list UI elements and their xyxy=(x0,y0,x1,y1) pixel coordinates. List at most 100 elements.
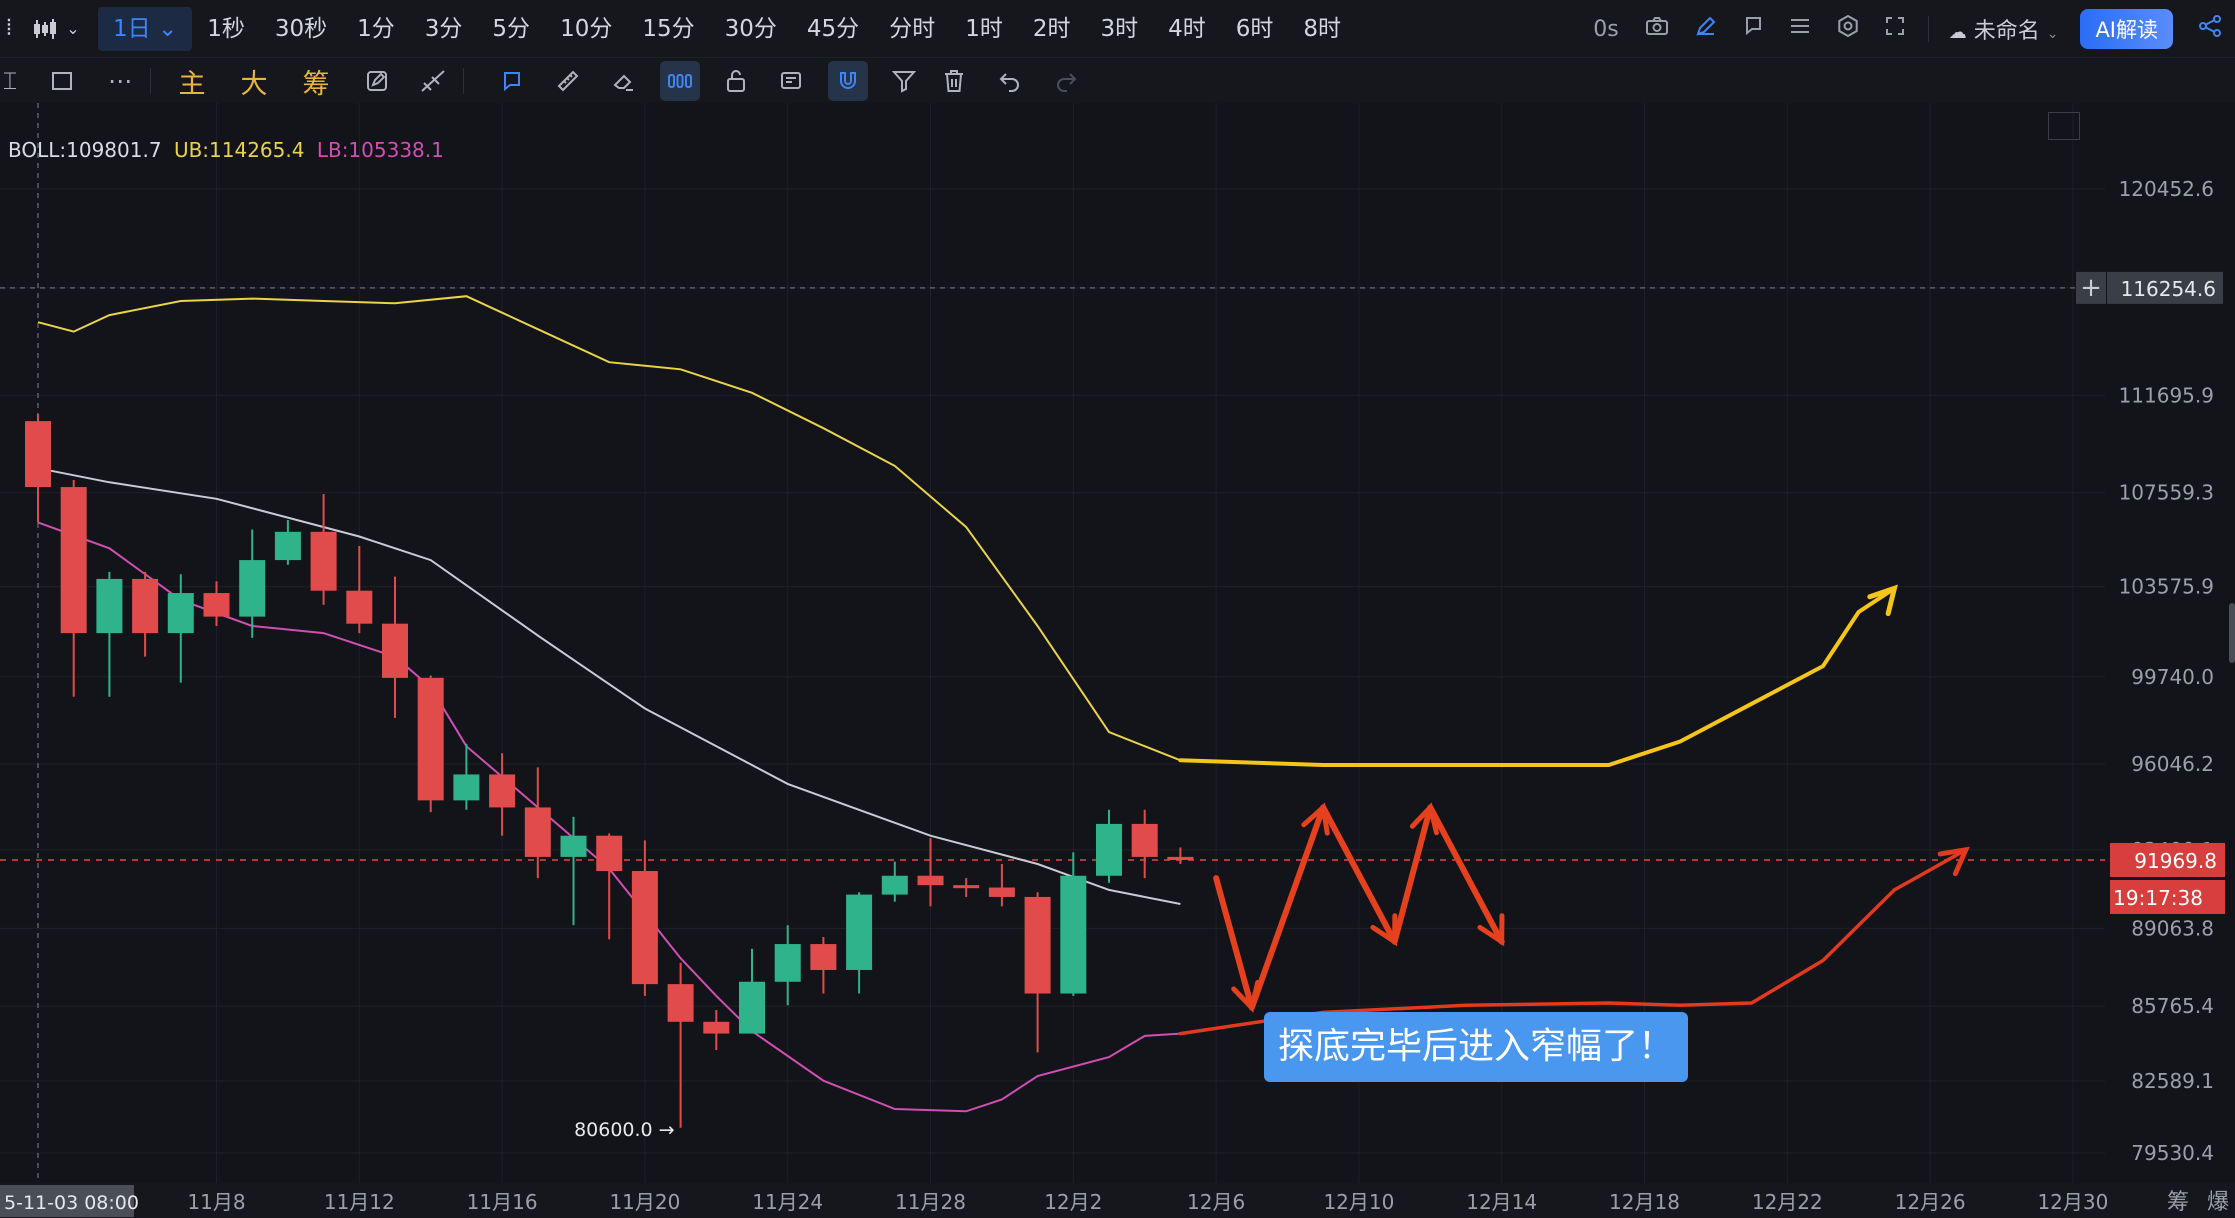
gear-icon[interactable] xyxy=(1837,14,1859,43)
price-tick-label: 96046.2 xyxy=(2131,752,2214,776)
time-tick-label: 12月18 xyxy=(1609,1190,1680,1214)
ruler-icon[interactable] xyxy=(548,61,588,101)
candle-body[interactable] xyxy=(132,578,159,634)
undo-icon[interactable] xyxy=(990,61,1030,101)
candle-body[interactable] xyxy=(60,487,87,634)
candle-body[interactable] xyxy=(453,774,480,801)
price-tick-label: 111695.9 xyxy=(2119,383,2214,407)
candle-body[interactable] xyxy=(846,894,873,970)
template-icon[interactable] xyxy=(772,61,812,101)
countdown-label[interactable]: 0s xyxy=(1593,16,1619,42)
trash-icon[interactable] xyxy=(934,61,974,101)
more-icon[interactable]: ⋯ xyxy=(108,67,132,95)
drawing-toolbar: ⌶ ⋯ 主 大 筹 xyxy=(0,59,2235,103)
time-tick-label: 12月30 xyxy=(2037,1190,2108,1214)
magnet-icon[interactable] xyxy=(828,61,868,101)
price-tick-label: 82589.1 xyxy=(2131,1069,2214,1093)
candle-body[interactable] xyxy=(1096,823,1122,876)
chevron-down-icon[interactable]: ⌄ xyxy=(66,19,80,38)
candle-body[interactable] xyxy=(881,875,908,895)
interval-11[interactable]: 1时 xyxy=(965,15,1003,42)
fullscreen-icon[interactable] xyxy=(1885,16,1905,42)
share-icon[interactable] xyxy=(2198,14,2222,44)
candle-body[interactable] xyxy=(417,677,444,801)
filter-icon[interactable] xyxy=(884,61,924,101)
candle-body[interactable] xyxy=(1167,856,1194,860)
boll-lower-line xyxy=(37,521,1181,1113)
redo-icon[interactable] xyxy=(1046,61,1086,101)
candle-body[interactable] xyxy=(774,944,801,982)
candle-body[interactable] xyxy=(167,593,194,634)
interval-14[interactable]: 4时 xyxy=(1168,15,1206,42)
zigzag-arrowhead xyxy=(1477,913,1505,947)
scrollbar-thumb[interactable] xyxy=(2229,603,2235,663)
interval-12[interactable]: 2时 xyxy=(1032,15,1071,42)
candle-body[interactable] xyxy=(703,1021,730,1034)
candle-body[interactable] xyxy=(631,871,658,985)
candle-body[interactable] xyxy=(1024,896,1051,994)
candle-body[interactable] xyxy=(239,560,266,617)
candle-body[interactable] xyxy=(96,578,123,634)
interval-5[interactable]: 5分 xyxy=(492,15,531,42)
price-chart[interactable]: 80600.0 → 120452.6 116254.6 111695.9 107559.… xyxy=(0,103,2235,1218)
layout-name-dropdown[interactable]: ☁ 未命名 ⌄ xyxy=(1949,13,2059,45)
interval-13[interactable]: 3时 xyxy=(1100,15,1139,42)
interval-16[interactable]: 8时 xyxy=(1303,15,1342,42)
interval-2[interactable]: 30秒 xyxy=(274,15,328,42)
indicator-chip-button[interactable]: 筹 xyxy=(302,68,330,100)
chip-dist-icon: 筹 xyxy=(2167,1190,2189,1215)
candle-body[interactable] xyxy=(489,774,516,808)
candle-body[interactable] xyxy=(203,593,230,617)
crosshair-time-box xyxy=(0,1185,134,1217)
zigzag-arrowhead xyxy=(1301,802,1330,836)
boll-upper-line xyxy=(37,295,1181,762)
eraser-icon[interactable] xyxy=(604,61,644,101)
interval-6[interactable]: 10分 xyxy=(560,15,613,42)
interval-9[interactable]: 45分 xyxy=(806,15,860,42)
chart-corner-toggle[interactable] xyxy=(2048,112,2080,140)
interval-4[interactable]: 3分 xyxy=(424,15,463,42)
candle-body[interactable] xyxy=(1060,875,1087,994)
indicator-big-button[interactable]: 大 xyxy=(240,68,268,100)
camera-icon[interactable] xyxy=(1645,16,1669,42)
ai-analysis-button[interactable]: AI解读 xyxy=(2080,9,2173,49)
candle-body[interactable] xyxy=(667,984,694,1022)
pattern-icon[interactable] xyxy=(660,61,700,101)
candle-body[interactable] xyxy=(1131,823,1158,857)
plus-icon: + xyxy=(2080,273,2102,303)
candle-body[interactable] xyxy=(382,623,408,678)
time-tick-label: 11月20 xyxy=(609,1190,680,1214)
collapse-icon[interactable]: ⦙ xyxy=(6,16,12,41)
comment-icon[interactable] xyxy=(1743,15,1763,43)
candle-style-icon[interactable] xyxy=(28,18,62,40)
candle-body[interactable] xyxy=(953,885,980,889)
candle-body[interactable] xyxy=(524,807,551,857)
indicator-main-button[interactable]: 主 xyxy=(178,68,206,100)
candle-body[interactable] xyxy=(596,835,623,872)
text-tool-icon[interactable]: ⌶ xyxy=(2,67,18,95)
interval-1[interactable]: 1秒 xyxy=(207,15,245,42)
candle-body[interactable] xyxy=(917,875,944,886)
candle-body[interactable] xyxy=(560,835,587,857)
candle-body[interactable] xyxy=(988,887,1015,897)
interval-3[interactable]: 1分 xyxy=(357,15,395,42)
candle-body[interactable] xyxy=(346,590,373,624)
interval-0[interactable]: 1日 ⌄ xyxy=(98,6,193,51)
rectangle-icon[interactable] xyxy=(42,61,82,101)
candle-body[interactable] xyxy=(310,531,337,591)
lock-icon[interactable] xyxy=(716,61,756,101)
candle-body[interactable] xyxy=(274,531,301,561)
interval-15[interactable]: 6时 xyxy=(1235,15,1274,42)
marker-icon[interactable] xyxy=(492,61,532,101)
interval-7[interactable]: 15分 xyxy=(642,15,695,42)
edit-icon[interactable] xyxy=(357,61,397,101)
candle-body[interactable] xyxy=(739,981,765,1034)
pen-icon[interactable] xyxy=(1695,15,1717,43)
crosshair-plus-button[interactable] xyxy=(2076,271,2106,304)
interval-10[interactable]: 分时 xyxy=(889,15,936,42)
candle-body[interactable] xyxy=(25,421,51,488)
line-tool-icon[interactable] xyxy=(413,61,453,101)
interval-8[interactable]: 30分 xyxy=(724,15,777,42)
candle-body[interactable] xyxy=(810,944,837,970)
list-icon[interactable] xyxy=(1789,16,1811,42)
